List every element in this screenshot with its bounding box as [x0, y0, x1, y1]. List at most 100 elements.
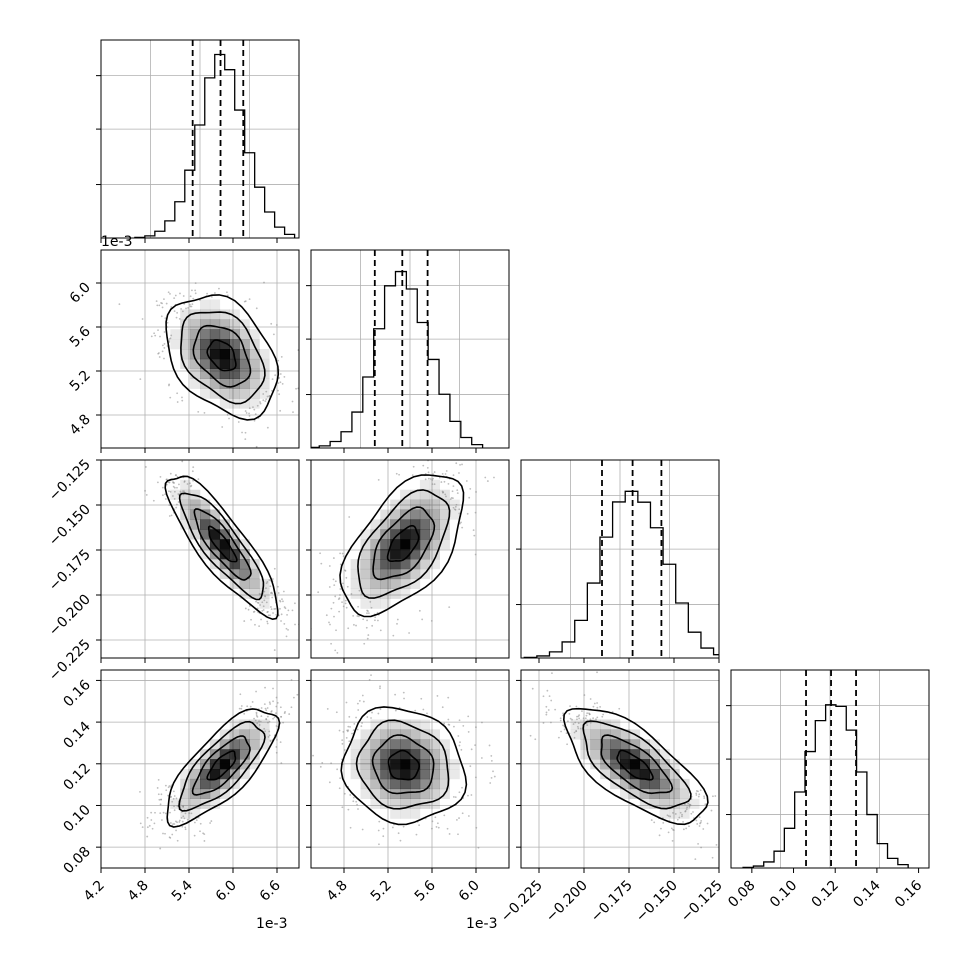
scatter-point	[431, 483, 434, 486]
density-cell	[390, 759, 401, 770]
density-cell	[410, 549, 421, 560]
scatter-point	[467, 794, 469, 797]
density-cell	[600, 759, 611, 770]
scatter-point	[596, 706, 599, 709]
density-cell	[390, 739, 401, 750]
panel-frame	[730, 669, 930, 869]
scatter-point	[714, 795, 717, 797]
scatter-point	[176, 475, 179, 478]
scatter-point	[170, 334, 173, 337]
density-cell	[239, 549, 250, 560]
scatter-point	[688, 805, 691, 808]
scatter-point	[685, 827, 688, 830]
density-cell	[659, 749, 670, 760]
scatter-point	[183, 817, 186, 820]
scatter-point	[368, 679, 371, 681]
scatter-point	[270, 606, 272, 608]
scatter-point	[569, 705, 571, 708]
scatter-point	[408, 632, 410, 634]
scatter-point	[254, 719, 257, 722]
scatter-point	[239, 693, 242, 696]
scatter-point	[325, 614, 328, 617]
scatter-point	[582, 717, 585, 720]
scatter-point	[248, 298, 251, 300]
scatter-point	[457, 735, 460, 737]
scatter-point	[161, 344, 164, 347]
scatter-point	[697, 795, 700, 798]
scatter-point	[176, 311, 179, 314]
density-cell	[580, 749, 591, 760]
scatter-point	[474, 744, 476, 747]
scatter-point	[486, 480, 489, 482]
scatter-point	[332, 557, 335, 559]
scatter-point	[564, 666, 566, 668]
density-cell	[400, 559, 411, 570]
scatter-point	[269, 703, 272, 705]
scatter-point	[554, 708, 557, 711]
y-tick-label: −0.175	[46, 547, 94, 595]
scatter-point	[156, 481, 159, 484]
scatter-point	[159, 335, 161, 338]
contour-line	[371, 734, 435, 795]
density-cell	[649, 759, 660, 770]
scatter-point	[194, 289, 197, 292]
scatter-point	[256, 722, 259, 725]
scatter-point	[545, 711, 548, 714]
histogram-step	[311, 270, 484, 448]
scatter-point	[411, 474, 414, 476]
scatter-point	[583, 694, 586, 696]
density-cell	[410, 729, 421, 740]
scatter-point	[287, 628, 289, 631]
density-cell	[439, 539, 450, 550]
scatter-point	[159, 847, 162, 850]
scatter-point	[203, 840, 206, 842]
scatter-point	[338, 610, 341, 613]
scatter-point	[599, 706, 602, 708]
density-cell	[219, 378, 230, 389]
density-cell	[219, 529, 230, 540]
scatter-point	[259, 604, 262, 606]
scatter-point	[475, 726, 477, 729]
scatter-point	[156, 304, 159, 307]
scatter-point	[161, 302, 164, 305]
scatter-point	[171, 800, 174, 803]
density-cell	[449, 509, 460, 520]
density-cell	[180, 479, 191, 490]
density-cell	[219, 769, 230, 780]
density-cell	[239, 568, 250, 580]
scatter-point	[363, 642, 366, 645]
scatter-point	[197, 478, 200, 481]
contour-group	[339, 474, 465, 618]
scatter-point	[382, 835, 385, 838]
scatter-point	[187, 307, 189, 309]
scatter-point	[278, 376, 281, 379]
scatter-point	[398, 706, 401, 709]
scatter-point	[175, 797, 178, 800]
contour-line	[355, 719, 450, 810]
scatter-point	[662, 822, 665, 824]
density-cell	[200, 788, 211, 799]
scatter-point	[447, 482, 450, 485]
density-cell	[370, 559, 381, 570]
scatter-point	[175, 316, 178, 319]
scatter-point	[179, 490, 182, 493]
scatter-point	[348, 740, 351, 743]
scatter-point	[352, 796, 355, 799]
scatter-point	[467, 731, 470, 733]
scatter-point	[278, 599, 281, 602]
scatter-point	[168, 504, 171, 506]
scatter-point	[255, 711, 258, 714]
scatter-point	[214, 292, 216, 294]
scatter-point	[184, 826, 187, 829]
density-cell	[209, 378, 221, 389]
scatter-point	[493, 476, 495, 479]
scatter-point	[352, 800, 355, 803]
scatter-point	[175, 829, 177, 832]
scatter-point	[172, 485, 175, 488]
density-cell	[249, 588, 260, 599]
density-cell	[639, 778, 650, 790]
scatter-point	[265, 390, 268, 393]
panel-frame	[520, 669, 720, 869]
scatter-point	[162, 811, 165, 814]
density-cell	[620, 739, 631, 750]
